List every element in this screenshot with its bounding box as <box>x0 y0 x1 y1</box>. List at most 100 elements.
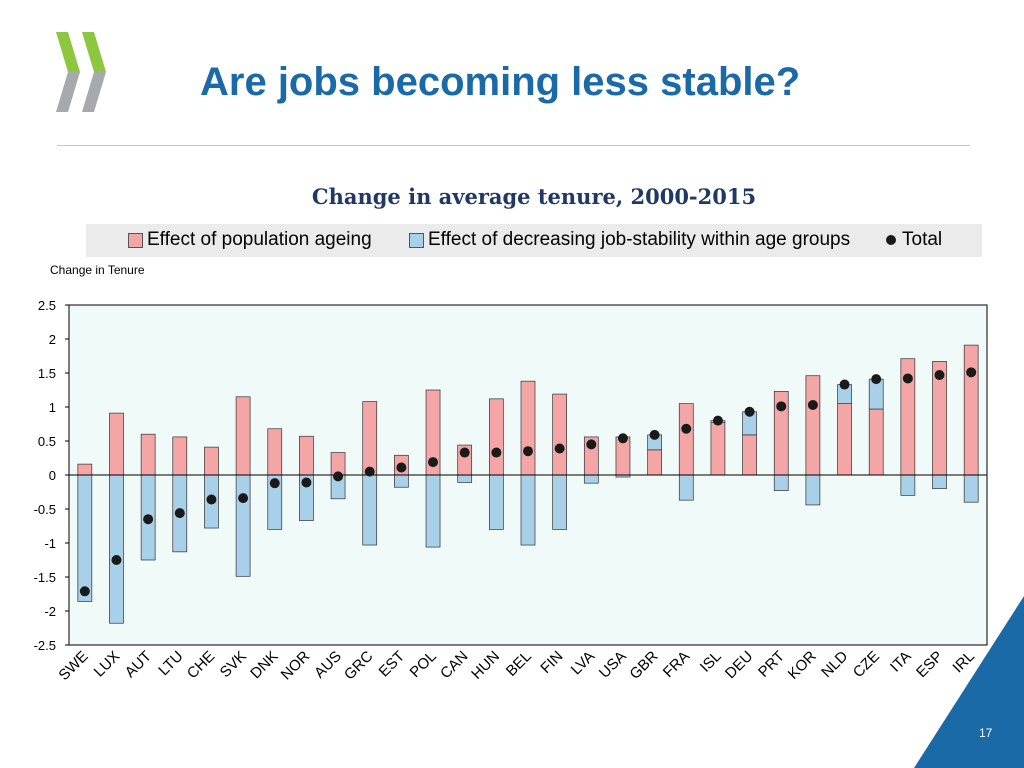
x-tick-label: SWE <box>55 648 91 684</box>
page-title: Are jobs becoming less stable? <box>200 60 801 104</box>
bar-ageing <box>647 449 662 476</box>
y-tick-label: -1.5 <box>34 570 56 585</box>
bar-ageing <box>140 433 156 476</box>
bar-ageing <box>520 380 536 476</box>
total-point <box>934 370 945 381</box>
total-point <box>649 429 660 440</box>
total-point <box>301 477 312 488</box>
bar-ageing <box>805 375 821 476</box>
oecd-logo-icon <box>56 32 106 112</box>
y-tick-label: -0.5 <box>34 502 56 517</box>
bar-ageing <box>362 401 378 476</box>
total-point <box>839 379 850 390</box>
x-tick-label: FIN <box>537 648 566 677</box>
bar-ageing <box>678 403 694 476</box>
title-divider <box>57 145 970 146</box>
total-point <box>523 446 533 457</box>
bar-job-stability <box>457 474 473 483</box>
x-tick-label: GBR <box>626 648 661 683</box>
bar-ageing <box>109 412 124 476</box>
bar-job-stability <box>425 474 441 548</box>
bar-job-stability <box>109 474 124 624</box>
y-tick-label: 1 <box>49 400 56 415</box>
corner-triangle <box>914 596 1024 768</box>
bar-job-stability <box>520 474 536 546</box>
x-tick-label: FRA <box>660 648 693 681</box>
bar-ageing <box>710 422 726 476</box>
x-tick-label: ISL <box>697 648 725 676</box>
x-tick-label: CHE <box>184 648 218 682</box>
total-point <box>111 555 122 565</box>
bar-job-stability <box>900 474 916 496</box>
bar-job-stability <box>773 474 789 491</box>
bar-ageing <box>235 396 251 476</box>
total-point <box>617 433 628 444</box>
page-number: 17 <box>979 726 993 740</box>
bar-job-stability <box>488 474 504 530</box>
bar-job-stability <box>362 474 378 546</box>
y-tick-label: -2.5 <box>34 638 56 653</box>
chart-title: Change in average tenure, 2000-2015 <box>311 184 757 209</box>
total-point <box>712 415 723 426</box>
x-tick-label: SVK <box>217 648 250 681</box>
legend-label-total: Total <box>902 229 943 250</box>
x-tick-label: EST <box>376 648 409 681</box>
bar-ageing <box>299 435 314 476</box>
x-tick-label: DNK <box>247 648 281 682</box>
bar-ageing <box>742 434 757 476</box>
legend-label-ageing: Effect of population ageing <box>147 229 372 250</box>
x-tick-label: GRC <box>341 648 377 684</box>
bar-job-stability <box>805 474 821 506</box>
total-point <box>491 447 502 458</box>
x-tick-label: NLD <box>818 648 851 681</box>
bar-job-stability <box>552 474 568 530</box>
x-tick-label: AUS <box>311 648 345 682</box>
bar-ageing <box>868 408 884 476</box>
total-point <box>459 447 470 458</box>
total-point <box>79 586 90 597</box>
total-point <box>554 443 565 454</box>
x-tick-label: CZE <box>850 648 883 681</box>
total-point <box>269 478 280 489</box>
bar-ageing <box>488 398 504 476</box>
y-tick-label: 2 <box>49 332 56 347</box>
legend-swatch-job-stability <box>409 232 424 248</box>
total-point <box>143 514 154 525</box>
total-point <box>807 399 818 410</box>
x-tick-label: NOR <box>278 648 314 684</box>
legend-label-job-stability: Effect of decreasing job-stability withi… <box>428 229 851 250</box>
x-tick-label: ITA <box>887 648 915 676</box>
y-tick-label: 0 <box>49 468 56 483</box>
x-tick-label: LVA <box>568 648 599 679</box>
x-tick-label: POL <box>407 648 440 681</box>
total-point <box>333 471 344 482</box>
legend-item-total: Total <box>886 229 942 251</box>
x-tick-label: HUN <box>468 648 503 683</box>
x-tick-label: AUT <box>122 648 155 681</box>
bar-ageing <box>837 403 852 476</box>
y-tick-label: 0.5 <box>38 434 56 449</box>
legend-item-job-stability: Effect of decreasing job-stability withi… <box>409 229 850 251</box>
bar-job-stability <box>678 474 694 501</box>
y-axis-label: Change in Tenure <box>50 263 145 277</box>
total-point <box>966 367 977 378</box>
total-point <box>681 423 692 434</box>
bar-ageing <box>77 463 93 476</box>
legend-marker-total <box>886 235 896 245</box>
bar-ageing <box>267 428 283 476</box>
bar-job-stability <box>394 474 409 488</box>
total-point <box>206 494 217 505</box>
total-point <box>396 462 407 473</box>
bar-job-stability <box>77 474 93 602</box>
total-point <box>744 406 755 417</box>
legend-swatch-ageing <box>128 232 143 248</box>
legend-item-ageing: Effect of population ageing <box>128 229 372 251</box>
bar-ageing <box>172 436 188 476</box>
total-point <box>238 493 249 504</box>
y-tick-label: 1.5 <box>38 366 56 381</box>
x-tick-label: CAN <box>437 648 471 682</box>
x-tick-label: LUX <box>91 648 124 681</box>
y-tick-label: -1 <box>44 536 56 551</box>
bar-job-stability <box>583 474 599 484</box>
